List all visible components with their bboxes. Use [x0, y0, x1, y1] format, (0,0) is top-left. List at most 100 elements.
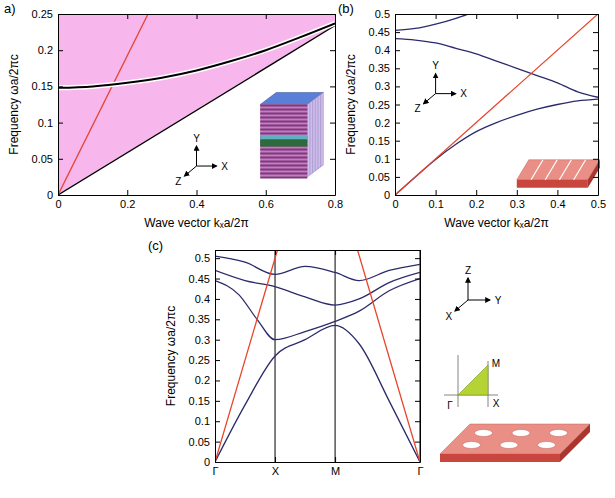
- tick: [593, 105, 598, 106]
- bz-label: X: [493, 398, 500, 409]
- tick-label: 0.4: [195, 293, 210, 305]
- chart-svg: YZX00.20.40.60.800.050.10.150.20.25Wave …: [0, 0, 615, 498]
- inset-box-stripe: [260, 121, 307, 123]
- tick-label: 0.1: [195, 415, 210, 427]
- tick: 0.2: [120, 190, 135, 210]
- axis-indicator-label: Y: [495, 295, 502, 306]
- tick-label: 0.3: [195, 334, 210, 346]
- tick-mark: [58, 14, 63, 15]
- inset-slab-hole: [550, 430, 568, 437]
- tick: [415, 319, 420, 320]
- tick: [415, 442, 420, 443]
- line: [215, 279, 420, 340]
- tick: 0.5: [195, 252, 220, 264]
- tick-label: 0.35: [369, 62, 390, 74]
- tick-mark: [395, 177, 400, 178]
- inset-box-front: [260, 105, 307, 177]
- tick-mark: [557, 190, 558, 195]
- inset-box-side-line: [320, 95, 321, 167]
- tick-label: 0.25: [32, 8, 53, 20]
- tick: [415, 380, 420, 381]
- line: [58, 14, 148, 195]
- y-axis: 00.050.10.150.20.250.30.350.40.450.5: [369, 8, 400, 201]
- tick-mark: [127, 14, 128, 19]
- tick-mark: [593, 159, 598, 160]
- tick-label: 0.45: [369, 26, 390, 38]
- tick-label: 0.1: [38, 117, 53, 129]
- figure: YZX00.20.40.60.800.050.10.150.20.25Wave …: [0, 0, 615, 498]
- bz-axis: [458, 355, 459, 407]
- tick-mark: [436, 190, 437, 195]
- y-axis-right: [415, 251, 421, 463]
- tick-mark: [215, 279, 220, 280]
- axis-indicator-arrow: [435, 74, 436, 94]
- tick: 0: [47, 189, 63, 201]
- tick: [415, 401, 420, 402]
- grid-line-x: [420, 250, 421, 462]
- axis-line: [396, 195, 599, 196]
- tick-mark: [593, 86, 598, 87]
- tick: 0.1: [428, 190, 443, 210]
- grid-line-x: [215, 250, 216, 462]
- tick: [330, 159, 335, 160]
- inset-box-side-line: [317, 97, 318, 169]
- panel: YZX00.20.40.60.800.050.10.150.20.25Wave …: [4, 1, 343, 230]
- tick: [275, 250, 276, 255]
- tick-label: 0.3: [375, 80, 390, 92]
- tick-mark: [335, 457, 336, 462]
- inset-box-side-line: [312, 101, 313, 173]
- tick: 0.4: [550, 190, 565, 210]
- tick-mark: [415, 421, 420, 422]
- axis-indicator-label: X: [221, 161, 228, 172]
- tick: 0.2: [375, 117, 400, 129]
- tick: 0.05: [369, 171, 400, 183]
- tick-label: 0.2: [469, 198, 484, 210]
- inset-box-stripe: [260, 117, 307, 119]
- tick-mark: [395, 14, 400, 15]
- axis-indicator-arrow: [196, 146, 197, 166]
- tick-mark: [395, 123, 400, 124]
- tick: [127, 14, 128, 19]
- inset-box-stripe: [260, 109, 307, 111]
- tick: 0.4: [375, 44, 400, 56]
- tick-mark: [415, 279, 420, 280]
- tick-mark: [127, 190, 128, 195]
- bz-triangle: [458, 365, 488, 395]
- tick-mark: [215, 462, 220, 463]
- grid-line-x: [335, 250, 336, 462]
- axis-line: [59, 195, 336, 196]
- tick-mark: [415, 380, 420, 381]
- inset-box-stripe: [260, 157, 307, 159]
- axis-indicator-label: Z: [465, 265, 471, 276]
- tick: 0: [384, 189, 400, 201]
- tick-label: 0.45: [189, 273, 210, 285]
- tick: [517, 14, 518, 19]
- tick: [335, 250, 336, 255]
- tick-label: 0.15: [32, 80, 53, 92]
- tick: 0.2: [38, 44, 63, 56]
- tick-mark: [58, 159, 63, 160]
- x-axis-title: Wave vector kₓa/2π: [144, 216, 248, 230]
- tick-label: 0.5: [591, 198, 606, 210]
- inset-box-band: [260, 135, 307, 139]
- inset-box-stripe: [260, 129, 307, 131]
- inset-slab-hole: [463, 442, 481, 449]
- tick: [436, 14, 437, 19]
- x-axis: ΓXMΓ: [212, 457, 423, 477]
- tick-label: 0.4: [375, 44, 390, 56]
- tick: [593, 141, 598, 142]
- plot-background: [215, 250, 420, 462]
- tick-mark: [275, 457, 276, 462]
- tick: 0.15: [189, 395, 220, 407]
- tick-label: 0.8: [328, 198, 343, 210]
- y-axis-title: Frequency ωa/2πc: [344, 54, 358, 154]
- tick-mark: [593, 32, 598, 33]
- tick: [593, 123, 598, 124]
- tick-label: 0: [55, 198, 61, 210]
- tick-mark: [436, 14, 437, 19]
- tick: 0.1: [375, 153, 400, 165]
- tick-label: 0.5: [375, 8, 390, 20]
- tick: [476, 14, 477, 19]
- inset-box-stripe: [260, 177, 307, 179]
- tick-mark: [415, 360, 420, 361]
